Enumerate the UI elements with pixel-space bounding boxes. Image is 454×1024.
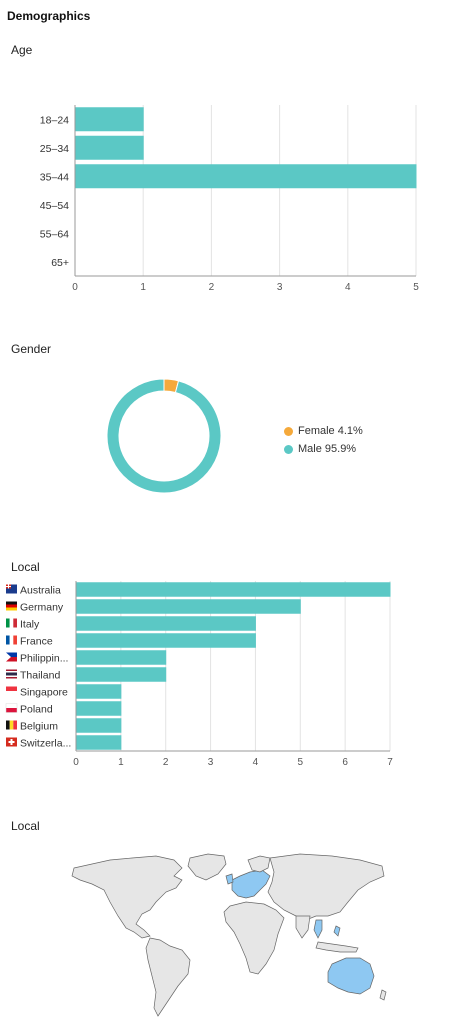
map-africa (223, 901, 285, 975)
map-india (295, 915, 311, 939)
category-label: Poland (20, 704, 53, 716)
x-tick-label: 0 (72, 282, 78, 293)
category-label: 65+ (51, 257, 69, 269)
donut-slice (106, 378, 222, 494)
legend-label: Male 95.9% (298, 443, 357, 455)
x-tick-label: 6 (342, 757, 348, 768)
category-label: 18–24 (40, 114, 69, 126)
x-tick-label: 3 (208, 757, 214, 768)
belgium-flag (6, 720, 17, 730)
map-philippines (333, 925, 341, 937)
category-label: 55–64 (40, 228, 69, 240)
x-tick-label: 2 (163, 757, 169, 768)
x-tick-label: 1 (140, 282, 146, 293)
bar (75, 135, 144, 160)
legend-label: Female 4.1% (298, 425, 363, 437)
philippines-flag (6, 652, 17, 662)
category-label: Philippin... (20, 653, 68, 665)
world-map (71, 853, 387, 1017)
category-label: Germany (20, 602, 64, 614)
category-label: 45–54 (40, 200, 69, 212)
singapore-flag (6, 686, 17, 696)
x-tick-label: 0 (73, 757, 79, 768)
bar (76, 633, 256, 648)
legend-swatch (284, 426, 293, 436)
bar (76, 650, 167, 665)
bar (76, 684, 122, 699)
x-tick-label: 5 (413, 282, 419, 293)
category-label: Singapore (20, 687, 68, 699)
map-indonesia (315, 941, 359, 953)
bar (76, 616, 256, 631)
category-label: 25–34 (40, 143, 69, 155)
legend-item[interactable]: Female 4.1% (284, 422, 363, 440)
poland-flag (5, 703, 18, 713)
thailand-flag (6, 669, 17, 679)
map-south-america (145, 937, 191, 1017)
gender-donut-chart (106, 378, 222, 494)
map-uk (225, 873, 234, 885)
map-section-title: Local (11, 819, 40, 833)
x-tick-label: 2 (209, 282, 215, 293)
bar (76, 735, 122, 750)
category-label: France (20, 636, 53, 648)
bar (76, 582, 391, 597)
bar (75, 107, 144, 132)
bar (76, 701, 122, 716)
bar (75, 164, 417, 189)
category-label: Belgium (20, 721, 58, 733)
x-tick-label: 1 (118, 757, 124, 768)
map-asia (267, 853, 385, 921)
category-label: Thailand (20, 670, 60, 682)
map-thailand (313, 919, 323, 939)
x-tick-label: 5 (298, 757, 304, 768)
x-tick-label: 7 (387, 757, 393, 768)
age-section-title: Age (11, 43, 33, 57)
page-title: Demographics (7, 9, 91, 23)
map-europe (231, 869, 271, 899)
australia-flag (6, 584, 17, 594)
age-bar-chart: 0 1 2 3 4 5 18–24 25–34 35–44 45–54 55–64 65+ (40, 105, 419, 293)
category-label: Italy (20, 619, 40, 631)
x-tick-label: 4 (253, 757, 259, 768)
map-new-zealand (379, 989, 387, 1001)
x-tick-label: 4 (345, 282, 351, 293)
map-land (71, 853, 387, 1017)
france-flag (6, 635, 17, 645)
map-north-america (71, 855, 183, 939)
bar (76, 667, 167, 682)
gender-legend: Female 4.1% Male 95.9% (284, 422, 363, 458)
x-tick-label: 3 (277, 282, 283, 293)
bar (76, 718, 122, 733)
map-greenland (187, 853, 227, 881)
category-label: 35–44 (40, 171, 69, 183)
italy-flag (6, 618, 17, 628)
local-section-title: Local (11, 560, 40, 574)
category-label: Switzerla... (20, 738, 71, 750)
map-scandinavia (247, 855, 271, 873)
legend-item[interactable]: Male 95.9% (284, 440, 363, 458)
local-bar-chart: 0 1 2 3 4 5 6 7 Australia Germany Italy France Phili… (5, 581, 393, 768)
map-australia (327, 957, 375, 995)
gender-section-title: Gender (11, 342, 52, 356)
bar (76, 599, 301, 614)
germany-flag (6, 601, 17, 611)
switzerland-flag (6, 737, 17, 747)
legend-swatch (284, 444, 293, 454)
category-label: Australia (20, 585, 61, 597)
